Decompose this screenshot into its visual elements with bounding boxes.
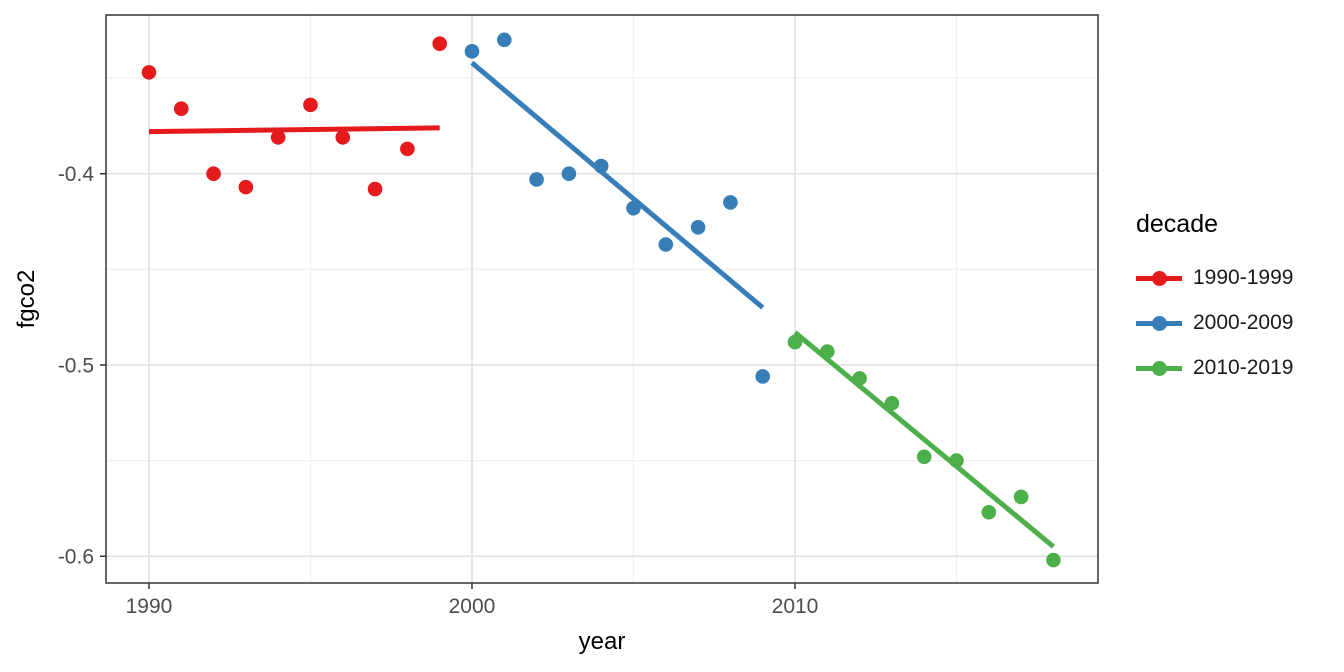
legend-title: decade [1136,210,1219,238]
y-tick-label: -0.5 [58,354,94,377]
plot-panel [106,15,1098,583]
data-point [981,504,997,520]
panel-border [105,14,1099,584]
data-point [658,237,674,252]
data-point [529,172,544,187]
data-point [690,219,706,235]
legend-entry-2010-2019: 2010-2019 [1136,353,1336,383]
data-point [400,141,415,157]
data-point [755,369,771,384]
data-point [1046,552,1061,568]
data-point [1013,489,1029,505]
data-point [335,130,351,145]
data-point [303,97,318,113]
legend-label: 1990-1999 [1193,266,1294,289]
trend-line [470,60,765,310]
data-point [432,36,447,51]
data-point [141,65,157,80]
data-point [173,101,189,117]
legend-key-line-dot-icon [1136,315,1182,331]
data-point [723,195,738,210]
legend-label: 2010-2019 [1193,356,1294,379]
data-point [464,44,480,59]
data-point [561,166,577,182]
data-point [367,181,383,197]
legend-label: 2000-2009 [1193,311,1294,334]
y-tick-label: -0.4 [58,163,95,186]
data-point [238,179,254,195]
legend-key-line-dot-icon [1136,270,1182,286]
legend-key-dot [1151,315,1167,331]
data-point [916,449,932,465]
legend-entry-1990-1999: 1990-1999 [1136,263,1336,293]
trend-line [793,330,1056,549]
legend-key-dot [1151,360,1167,376]
legend: decade 1990-1999 2000-2009 2010-2019 [1136,209,1336,398]
x-tick-label: 2010 [772,595,819,618]
y-tick-label: -0.6 [58,546,94,569]
y-axis-title: fgco2 [13,269,40,329]
data-point [496,32,512,48]
legend-key-dot [1151,270,1167,286]
legend-entry-2000-2009: 2000-2009 [1136,308,1336,338]
trend-line [148,125,440,135]
x-tick-label: 1990 [126,595,173,618]
data-point [206,166,221,182]
data-point [270,130,286,145]
legend-key-line-dot-icon [1136,360,1182,376]
x-tick-label: 2000 [449,595,496,618]
x-axis-title: year [578,628,626,655]
